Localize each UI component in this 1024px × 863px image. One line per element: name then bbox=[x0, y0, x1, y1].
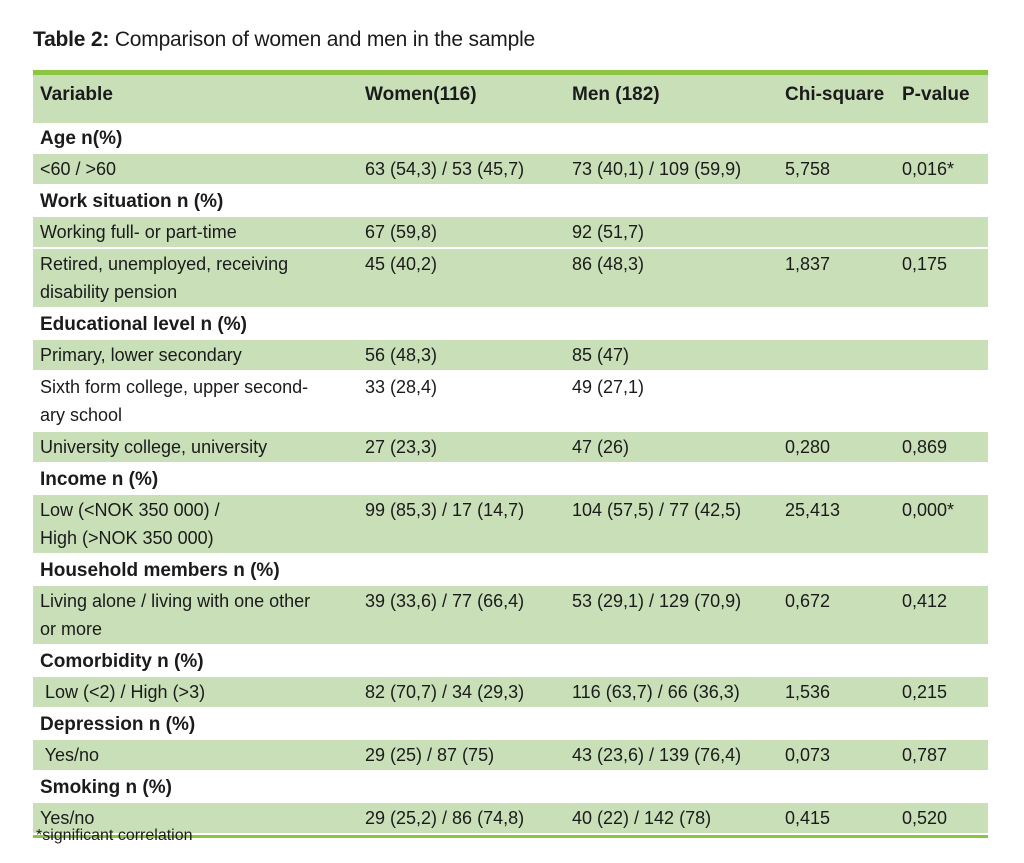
men-cell: 40 (22) / 142 (78) bbox=[572, 808, 712, 828]
section-label: Depression n (%) bbox=[40, 714, 196, 735]
table-row: Low (<NOK 350 000) / High (>NOK 350 000)… bbox=[33, 495, 988, 555]
men-cell: 92 (51,7) bbox=[572, 222, 645, 242]
men-cell: 73 (40,1) / 109 (59,9) bbox=[572, 159, 742, 179]
women-cell: 63 (54,3) / 53 (45,7) bbox=[365, 159, 525, 179]
column-header-chi-square: Chi-square bbox=[785, 84, 885, 105]
chi-square-cell: 5,758 bbox=[785, 159, 831, 179]
section-label: Educational level n (%) bbox=[40, 314, 247, 335]
variable-cell: Low (<2) / High (>3) bbox=[40, 682, 206, 702]
table-row: Living alone / living with one other or … bbox=[33, 586, 988, 646]
men-cell: 53 (29,1) / 129 (70,9) bbox=[572, 591, 742, 611]
section-label: Smoking n (%) bbox=[40, 777, 172, 798]
women-cell: 82 (70,7) / 34 (29,3) bbox=[365, 682, 525, 702]
section-row: Age n(%) bbox=[33, 123, 988, 154]
chi-square-cell: 0,672 bbox=[785, 591, 831, 611]
section-row: Depression n (%) bbox=[33, 709, 988, 740]
table-title: Table 2: Comparison of women and men in … bbox=[33, 28, 535, 52]
section-row: Household members n (%) bbox=[33, 555, 988, 586]
section-label: Age n(%) bbox=[40, 128, 123, 149]
section-label: Work situation n (%) bbox=[40, 191, 224, 212]
men-cell: 49 (27,1) bbox=[572, 377, 645, 397]
variable-cell: <60 / >60 bbox=[40, 159, 117, 179]
chi-square-cell: 25,413 bbox=[785, 500, 841, 520]
column-header-women: Women(116) bbox=[365, 84, 477, 105]
comparison-table: Variable Women(116) Men (182) Chi-square… bbox=[33, 70, 988, 838]
table-row: Primary, lower secondary 56 (48,3) 85 (47) bbox=[33, 340, 988, 372]
table-row: Sixth form college, upper second- ary sc… bbox=[33, 372, 988, 432]
p-value-cell: 0,175 bbox=[902, 254, 948, 274]
section-label: Comorbidity n (%) bbox=[40, 651, 204, 672]
table-row: University college, university 27 (23,3) 4… bbox=[33, 432, 988, 464]
section-label: Income n (%) bbox=[40, 469, 159, 490]
column-header-p-value: P-value bbox=[902, 84, 970, 105]
table-row: Yes/no 29 (25,2) / 86 (74,8) 40 (22) / 142… bbox=[33, 803, 988, 835]
variable-cell: Sixth form college, upper second- ary sc… bbox=[40, 377, 309, 425]
section-row: Educational level n (%) bbox=[33, 309, 988, 340]
table-header-row: Variable Women(116) Men (182) Chi-square… bbox=[33, 75, 988, 123]
women-cell: 99 (85,3) / 17 (14,7) bbox=[365, 500, 525, 520]
men-cell: 43 (23,6) / 139 (76,4) bbox=[572, 745, 742, 765]
chi-square-cell: 0,280 bbox=[785, 437, 831, 457]
chi-square-cell: 0,073 bbox=[785, 745, 831, 765]
women-cell: 33 (28,4) bbox=[365, 377, 438, 397]
variable-cell: Low (<NOK 350 000) / High (>NOK 350 000) bbox=[40, 500, 220, 548]
column-header-men: Men (182) bbox=[572, 84, 660, 105]
section-row: Smoking n (%) bbox=[33, 772, 988, 803]
p-value-cell: 0,215 bbox=[902, 682, 948, 702]
variable-cell: Yes/no bbox=[40, 745, 100, 765]
women-cell: 39 (33,6) / 77 (66,4) bbox=[365, 591, 525, 611]
variable-cell: Retired, unemployed, receiving disabilit… bbox=[40, 254, 289, 302]
women-cell: 29 (25,2) / 86 (74,8) bbox=[365, 808, 525, 828]
chi-square-cell: 1,536 bbox=[785, 682, 831, 702]
p-value-cell: 0,787 bbox=[902, 745, 948, 765]
variable-cell: Primary, lower secondary bbox=[40, 345, 242, 365]
chi-square-cell: 1,837 bbox=[785, 254, 831, 274]
column-header-variable: Variable bbox=[40, 84, 113, 105]
variable-cell: University college, university bbox=[40, 437, 268, 457]
men-cell: 116 (63,7) / 66 (36,3) bbox=[572, 682, 740, 702]
table-body: Age n(%) <60 / >60 63 (54,3) / 53 (45,7) 73… bbox=[33, 123, 988, 835]
men-cell: 85 (47) bbox=[572, 345, 630, 365]
men-cell: 86 (48,3) bbox=[572, 254, 645, 274]
p-value-cell: 0,016* bbox=[902, 159, 955, 179]
chi-square-cell: 0,415 bbox=[785, 808, 831, 828]
p-value-cell: 0,000* bbox=[902, 500, 955, 520]
variable-cell: Living alone / living with one other or … bbox=[40, 591, 311, 639]
variable-cell: Yes/no bbox=[40, 808, 95, 828]
table-row: Low (<2) / High (>3) 82 (70,7) / 34 (29,3… bbox=[33, 677, 988, 709]
table-title-text: Comparison of women and men in the sampl… bbox=[109, 28, 536, 51]
table-row: <60 / >60 63 (54,3) / 53 (45,7) 73 (40,1) … bbox=[33, 154, 988, 186]
men-cell: 47 (26) bbox=[572, 437, 630, 457]
table-row: Retired, unemployed, receiving disabilit… bbox=[33, 249, 988, 309]
women-cell: 56 (48,3) bbox=[365, 345, 438, 365]
p-value-cell: 0,412 bbox=[902, 591, 948, 611]
women-cell: 67 (59,8) bbox=[365, 222, 438, 242]
table-row: Yes/no 29 (25) / 87 (75) 43 (23,6) / 139 (… bbox=[33, 740, 988, 772]
women-cell: 27 (23,3) bbox=[365, 437, 438, 457]
section-label: Household members n (%) bbox=[40, 560, 280, 581]
p-value-cell: 0,520 bbox=[902, 808, 948, 828]
significance-footnote: *significant correlation bbox=[36, 827, 193, 844]
section-row: Comorbidity n (%) bbox=[33, 646, 988, 677]
section-row: Income n (%) bbox=[33, 464, 988, 495]
variable-cell: Working full- or part-time bbox=[40, 222, 237, 242]
section-row: Work situation n (%) bbox=[33, 186, 988, 217]
table-title-prefix: Table 2: bbox=[33, 28, 110, 51]
men-cell: 104 (57,5) / 77 (42,5) bbox=[572, 500, 742, 520]
table-row: Working full- or part-time 67 (59,8) 92 (5… bbox=[33, 217, 988, 249]
p-value-cell: 0,869 bbox=[902, 437, 948, 457]
women-cell: 29 (25) / 87 (75) bbox=[365, 745, 495, 765]
women-cell: 45 (40,2) bbox=[365, 254, 438, 274]
